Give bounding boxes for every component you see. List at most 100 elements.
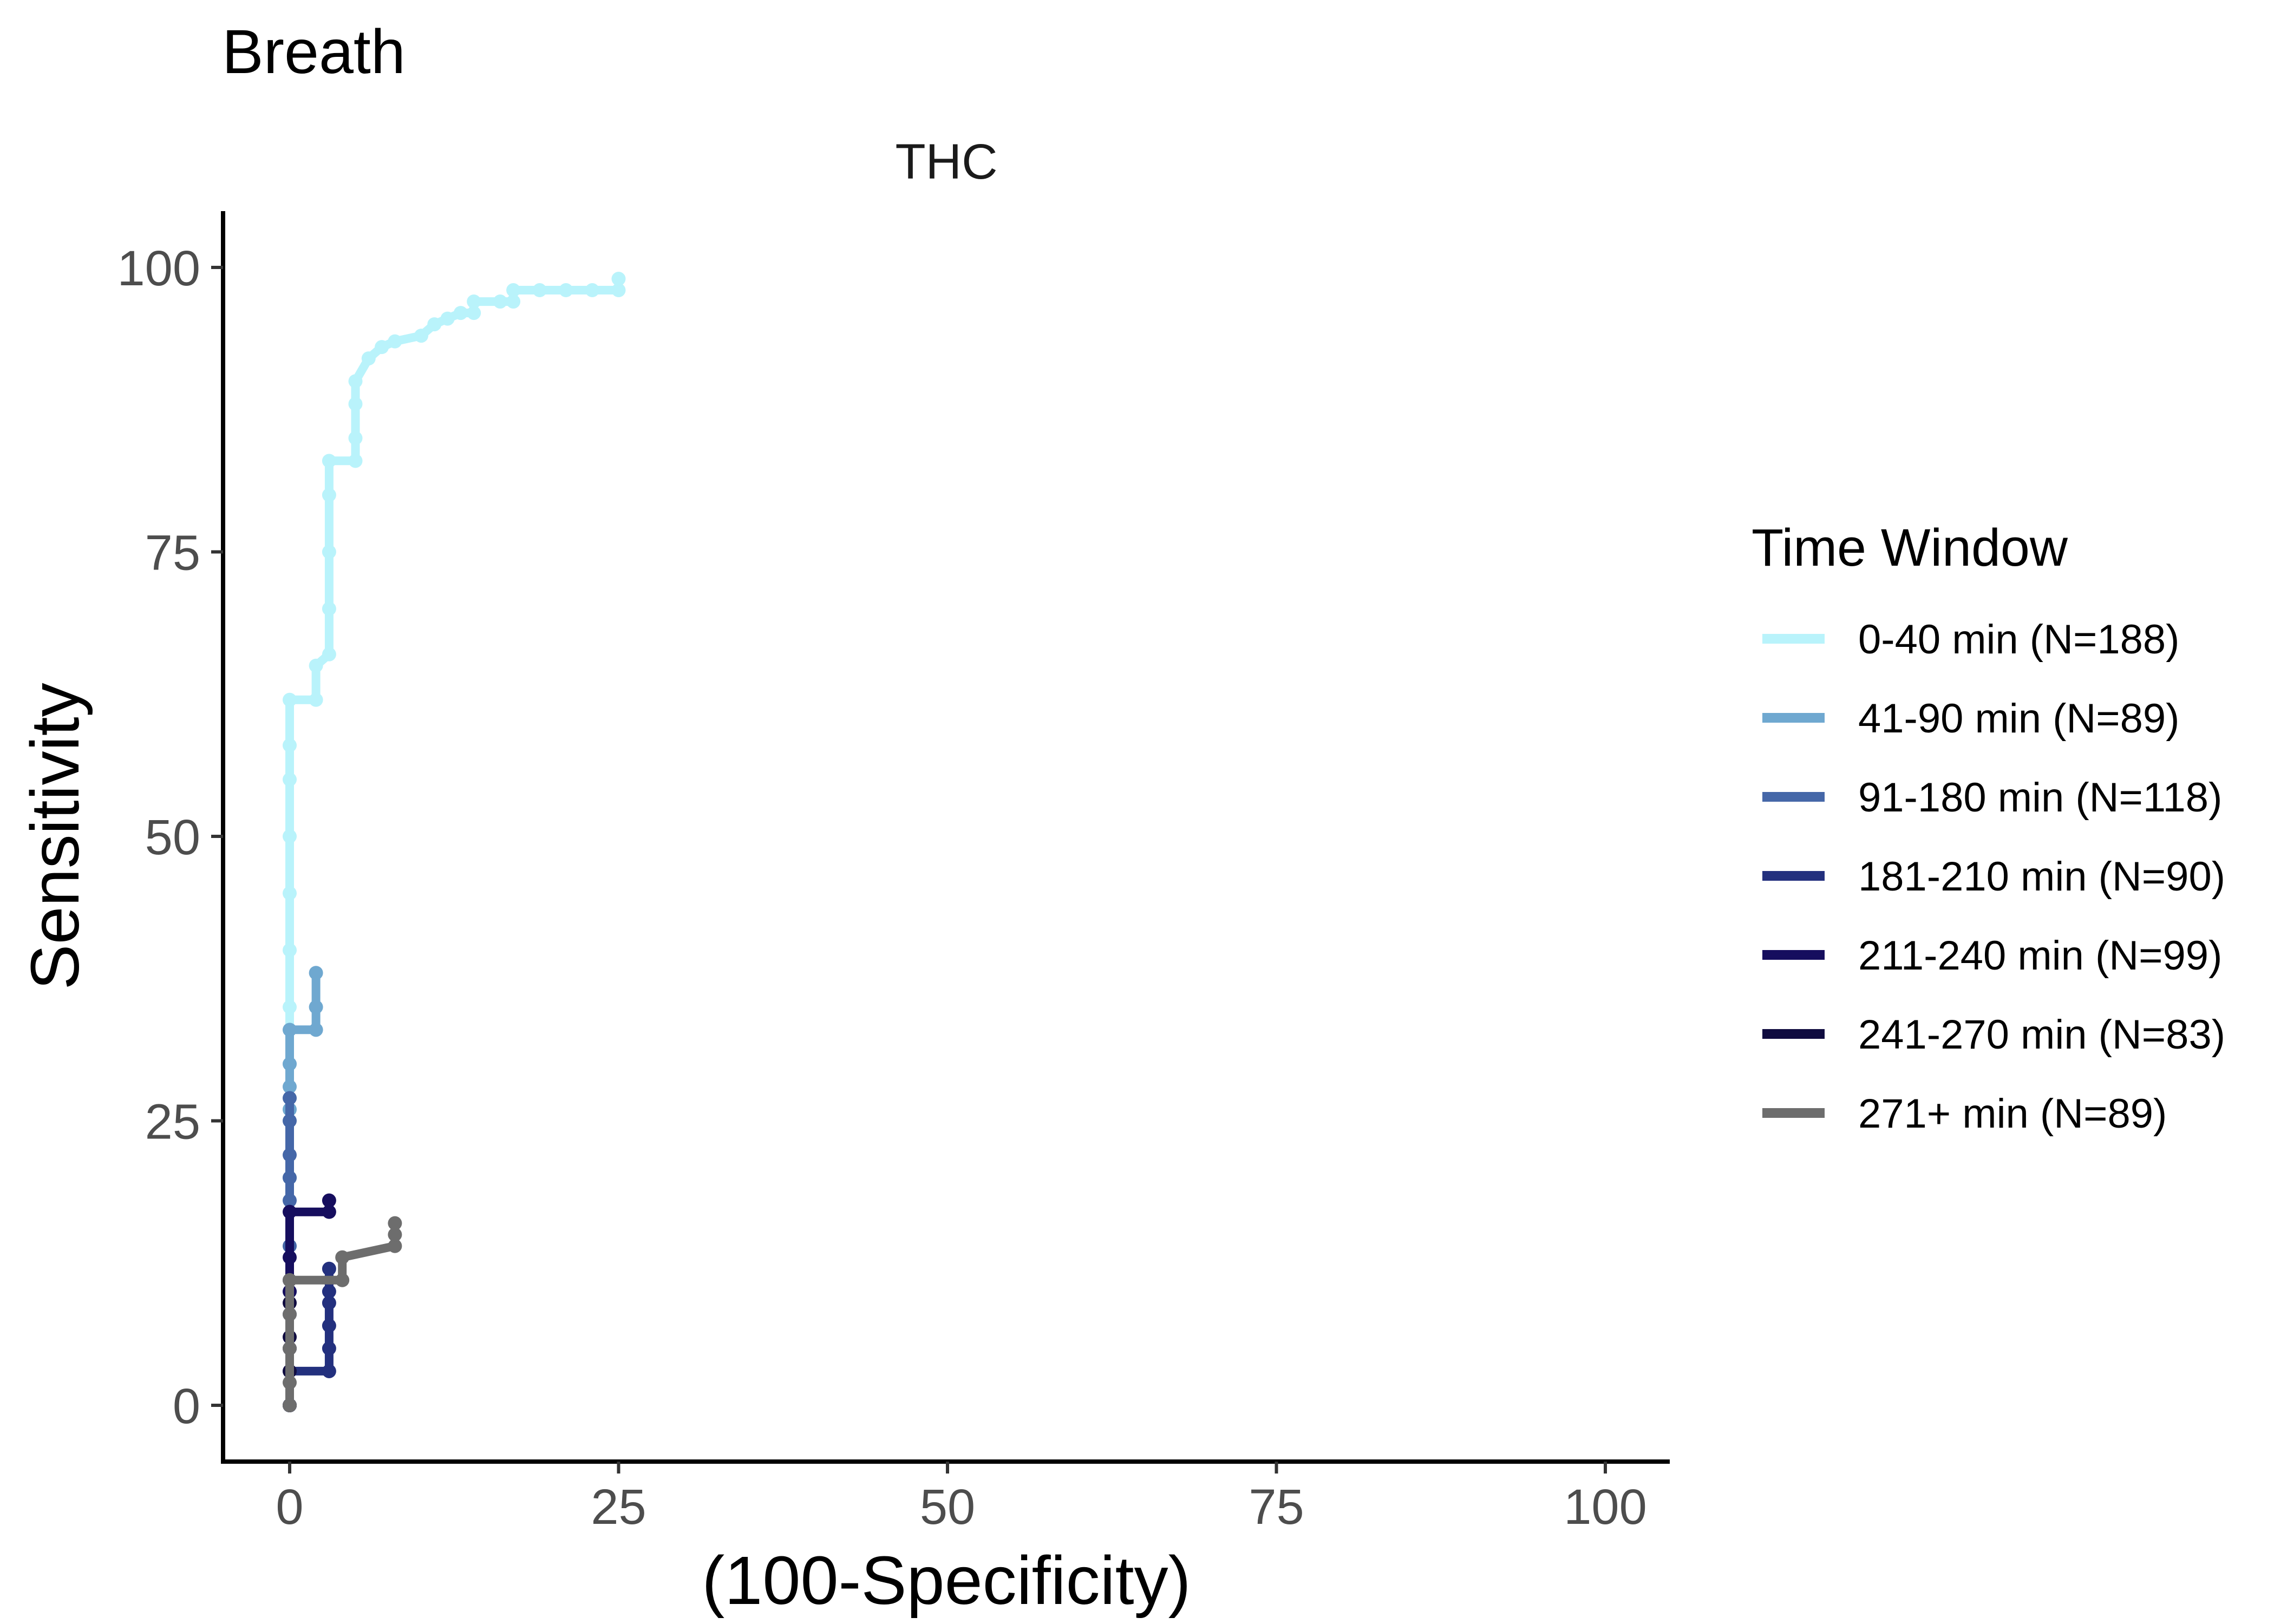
data-point [322,647,336,662]
data-point [309,1000,323,1014]
data-point [283,1398,297,1412]
data-point [506,283,521,298]
legend-label: 0-40 min (N=188) [1858,617,2180,663]
y-tick-label: 75 [145,526,200,581]
legend-title: Time Window [1752,518,2068,577]
data-point [283,1114,297,1128]
data-point [283,772,297,787]
legend-item: 181-210 min (N=90) [1762,854,2225,900]
data-point [283,1079,297,1094]
series-group [283,1216,402,1412]
data-point [427,317,442,332]
legend-item: 211-240 min (N=99) [1762,933,2222,979]
data-point [283,1341,297,1355]
legend-items: 0-40 min (N=188) 41-90 min (N=89) 91-180 m… [1762,617,2225,1137]
legend-label: 211-240 min (N=99) [1858,933,2222,979]
data-point [611,283,626,298]
data-point [335,1273,350,1287]
legend-item: 91-180 min (N=118) [1762,775,2222,821]
data-point [361,351,376,366]
data-point [375,340,389,355]
data-point [348,397,363,411]
data-point [559,283,573,298]
data-point [283,1375,297,1390]
data-point [453,306,468,320]
data-point [322,454,336,468]
data-point [322,1364,336,1378]
legend-label: 271+ min (N=89) [1858,1091,2167,1137]
data-point [388,1239,402,1253]
data-point [283,1193,297,1208]
legend-label: 241-270 min (N=83) [1858,1012,2225,1058]
data-point [283,886,297,901]
data-point [309,966,323,980]
data-point [388,334,402,349]
data-point [283,1091,297,1105]
data-point [611,272,626,286]
y-axis-title: Sensitivity [17,683,93,990]
plot-area: 0 25 50 75 100 0 25 50 75 100 [117,211,1670,1535]
data-point [467,306,481,320]
series-group [283,272,626,1412]
legend-label: 41-90 min (N=89) [1858,696,2180,742]
data-point [283,1273,297,1287]
data-point [283,1057,297,1071]
data-point [283,1170,297,1185]
data-point [283,1250,297,1265]
data-point [283,692,297,707]
data-point [348,454,363,468]
series-layer [283,272,626,1412]
data-point [283,943,297,958]
data-point [348,431,363,446]
data-point [322,1318,336,1333]
legend-item: 241-270 min (N=83) [1762,1012,2225,1058]
data-point [493,294,507,309]
data-point [322,1341,336,1355]
y-tick-label: 50 [145,810,200,865]
x-ticks: 0 25 50 75 100 [276,1462,1647,1535]
data-point [283,829,297,843]
x-tick-label: 100 [1564,1479,1647,1535]
data-point [348,374,363,389]
data-point [309,658,323,673]
data-point [388,1227,402,1242]
legend: Time Window 0-40 min (N=188) 41-90 min (N… [1752,518,2225,1137]
data-point [283,738,297,752]
data-point [283,1204,297,1219]
legend-label: 91-180 min (N=118) [1858,775,2222,821]
data-point [322,545,336,559]
data-point [322,1193,336,1208]
legend-item: 0-40 min (N=188) [1762,617,2180,663]
data-point [414,329,428,343]
y-tick-label: 100 [117,241,201,296]
data-point [506,294,521,309]
data-point [388,1216,402,1230]
series-line [285,274,623,1410]
data-point [322,1284,336,1299]
data-point [467,294,481,309]
data-point [440,311,455,326]
data-point [322,1295,336,1310]
data-point [283,1148,297,1162]
y-tick-label: 0 [173,1379,200,1434]
x-tick-label: 75 [1249,1479,1304,1535]
data-point [532,283,547,298]
x-tick-label: 0 [276,1479,303,1535]
legend-item: 271+ min (N=89) [1762,1091,2167,1137]
x-tick-label: 50 [920,1479,975,1535]
data-point [335,1250,350,1265]
legend-item: 41-90 min (N=89) [1762,696,2180,742]
data-point [585,283,599,298]
data-point [322,601,336,616]
data-point [283,1307,297,1321]
data-point [322,1204,336,1219]
chart-title: Breath [222,17,406,87]
x-tick-label: 25 [591,1479,646,1535]
data-point [309,1023,323,1037]
legend-label: 181-210 min (N=90) [1858,854,2225,900]
x-axis-title: (100-Specificity) [702,1542,1191,1619]
y-ticks: 0 25 50 75 100 [117,241,223,1434]
facet-label: THC [895,134,997,189]
data-point [283,1000,297,1014]
